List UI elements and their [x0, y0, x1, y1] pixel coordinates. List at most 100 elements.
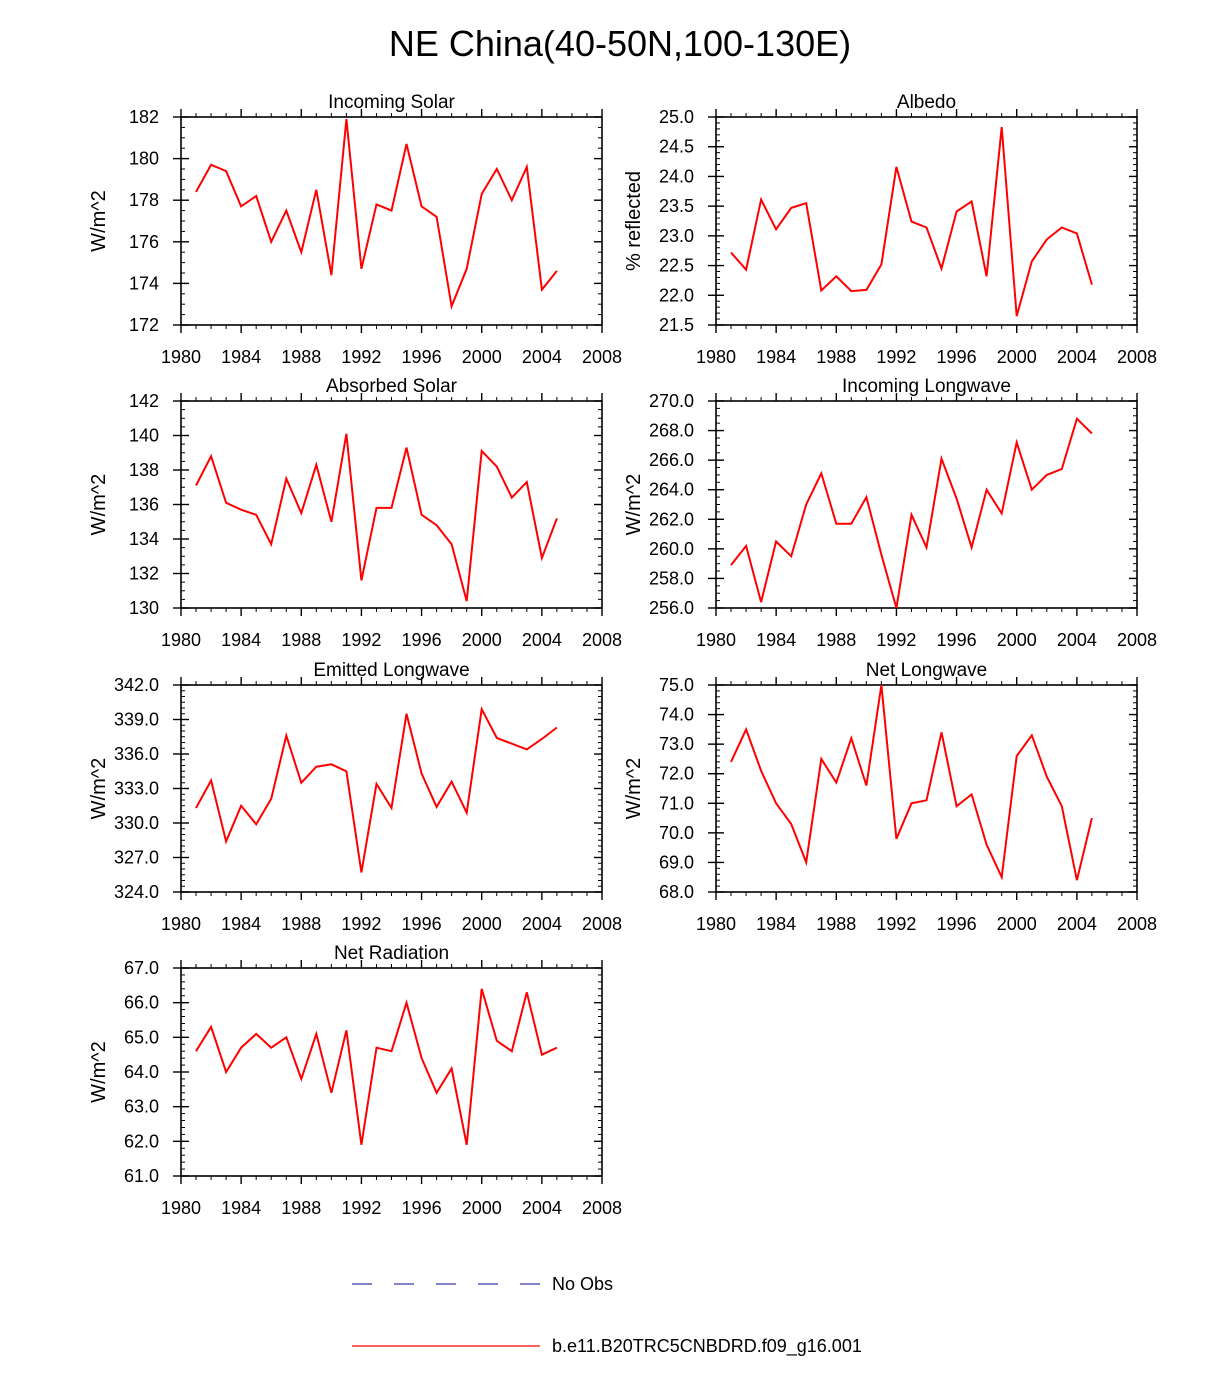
y-tick-label: 172 [129, 315, 159, 335]
y-tick-label: 330.0 [114, 813, 159, 833]
x-tick-label: 1984 [221, 347, 261, 367]
panel-title: Incoming Longwave [842, 376, 1011, 397]
plot-frame [715, 116, 1138, 326]
x-tick-label: 2004 [1057, 630, 1097, 650]
plot-frame [180, 116, 603, 326]
x-tick-label: 2000 [997, 347, 1037, 367]
y-axis-label: % reflected [623, 171, 645, 271]
y-tick-label: 256.0 [649, 598, 694, 618]
y-tick-label: 174 [129, 273, 159, 293]
y-axis-label: W/m^2 [88, 1041, 110, 1103]
series-line [730, 416, 1093, 609]
x-tick-label: 1988 [281, 914, 321, 934]
x-tick-label: 2008 [582, 630, 622, 650]
x-tick-label: 1988 [816, 347, 856, 367]
x-tick-label: 2008 [1117, 347, 1157, 367]
y-axis-label: W/m^2 [623, 758, 645, 820]
x-tick-label: 1980 [161, 1198, 201, 1218]
panel-3: Incoming Longwave 256.0 258.0 260.0 262.0 264… [623, 376, 1157, 650]
series-line [195, 433, 558, 602]
y-tick-label: 268.0 [649, 421, 694, 441]
x-tick-label: 2008 [1117, 914, 1157, 934]
figure-title: NE China(40-50N,100-130E) [389, 23, 851, 64]
y-tick-label: 266.0 [649, 450, 694, 470]
legend: No Obs b.e11.B20TRC5CNBDRD.f09_g16.001 [352, 1274, 862, 1357]
x-tick-label: 1996 [402, 1198, 442, 1218]
legend-label-model-run: b.e11.B20TRC5CNBDRD.f09_g16.001 [552, 1336, 862, 1357]
y-tick-label: 65.0 [124, 1027, 159, 1047]
y-tick-label: 262.0 [649, 509, 694, 529]
y-tick-label: 68.0 [659, 882, 694, 902]
x-tick-label: 1992 [341, 347, 381, 367]
panel-5: Net Longwave 68.0 69.0 70.0 71.0 72.0 73.0 74.0… [623, 660, 1157, 934]
x-tick-label: 1992 [876, 347, 916, 367]
x-tick-label: 2004 [522, 1198, 562, 1218]
x-tick-label: 2008 [582, 1198, 622, 1218]
x-tick-label: 1988 [281, 630, 321, 650]
x-tick-label: 1996 [937, 347, 977, 367]
x-tick-label: 1984 [756, 630, 796, 650]
x-tick-label: 1992 [876, 914, 916, 934]
legend-item-no-obs: No Obs [352, 1274, 613, 1294]
x-tick-label: 1988 [281, 1198, 321, 1218]
y-tick-label: 339.0 [114, 710, 159, 730]
y-tick-label: 71.0 [659, 793, 694, 813]
panel-title: Emitted Longwave [313, 660, 469, 681]
y-tick-label: 134 [129, 529, 159, 549]
y-tick-label: 176 [129, 232, 159, 252]
y-tick-label: 327.0 [114, 848, 159, 868]
x-tick-label: 1996 [402, 914, 442, 934]
x-tick-label: 1980 [161, 630, 201, 650]
x-tick-label: 1984 [221, 630, 261, 650]
panel-title: Net Longwave [866, 660, 987, 681]
y-tick-label: 24.5 [659, 137, 694, 157]
y-tick-label: 142 [129, 391, 159, 411]
x-tick-label: 1996 [937, 630, 977, 650]
x-tick-label: 1992 [876, 630, 916, 650]
x-tick-label: 1980 [696, 347, 736, 367]
x-tick-label: 2000 [462, 630, 502, 650]
plot-frame [180, 967, 603, 1177]
y-tick-label: 264.0 [649, 480, 694, 500]
y-tick-label: 333.0 [114, 779, 159, 799]
panels: Incoming Solar 172 174 176 178 180 182 1980 1984… [88, 92, 1157, 1218]
y-tick-label: 22.5 [659, 256, 694, 276]
x-tick-label: 1996 [402, 630, 442, 650]
y-axis-label: W/m^2 [88, 474, 110, 536]
series-line [730, 684, 1093, 881]
panel-6: Net Radiation 61.0 62.0 63.0 64.0 65.0 66.0 67.… [88, 943, 622, 1218]
x-tick-label: 1996 [402, 347, 442, 367]
x-tick-label: 1984 [756, 914, 796, 934]
x-tick-label: 2000 [997, 914, 1037, 934]
y-axis-label: W/m^2 [623, 474, 645, 536]
y-tick-label: 75.0 [659, 675, 694, 695]
y-tick-label: 62.0 [124, 1131, 159, 1151]
y-tick-label: 21.5 [659, 315, 694, 335]
x-tick-label: 1988 [816, 630, 856, 650]
y-tick-label: 70.0 [659, 823, 694, 843]
y-tick-label: 61.0 [124, 1166, 159, 1186]
x-tick-label: 2000 [462, 914, 502, 934]
y-tick-label: 72.0 [659, 764, 694, 784]
y-tick-label: 180 [129, 149, 159, 169]
y-tick-label: 138 [129, 460, 159, 480]
y-tick-label: 69.0 [659, 852, 694, 872]
y-tick-label: 178 [129, 190, 159, 210]
x-tick-label: 2000 [997, 630, 1037, 650]
y-tick-label: 270.0 [649, 391, 694, 411]
y-tick-label: 132 [129, 564, 159, 584]
x-tick-label: 1992 [341, 914, 381, 934]
x-tick-label: 2000 [462, 347, 502, 367]
x-tick-label: 1988 [816, 914, 856, 934]
y-tick-label: 25.0 [659, 107, 694, 127]
series-line [195, 988, 558, 1145]
y-tick-label: 136 [129, 495, 159, 515]
x-tick-label: 1984 [756, 347, 796, 367]
y-tick-label: 74.0 [659, 705, 694, 725]
panel-title: Absorbed Solar [326, 376, 458, 397]
y-tick-label: 140 [129, 426, 159, 446]
legend-label-no-obs: No Obs [552, 1274, 613, 1294]
legend-item-model-run: b.e11.B20TRC5CNBDRD.f09_g16.001 [352, 1336, 862, 1357]
y-tick-label: 336.0 [114, 744, 159, 764]
